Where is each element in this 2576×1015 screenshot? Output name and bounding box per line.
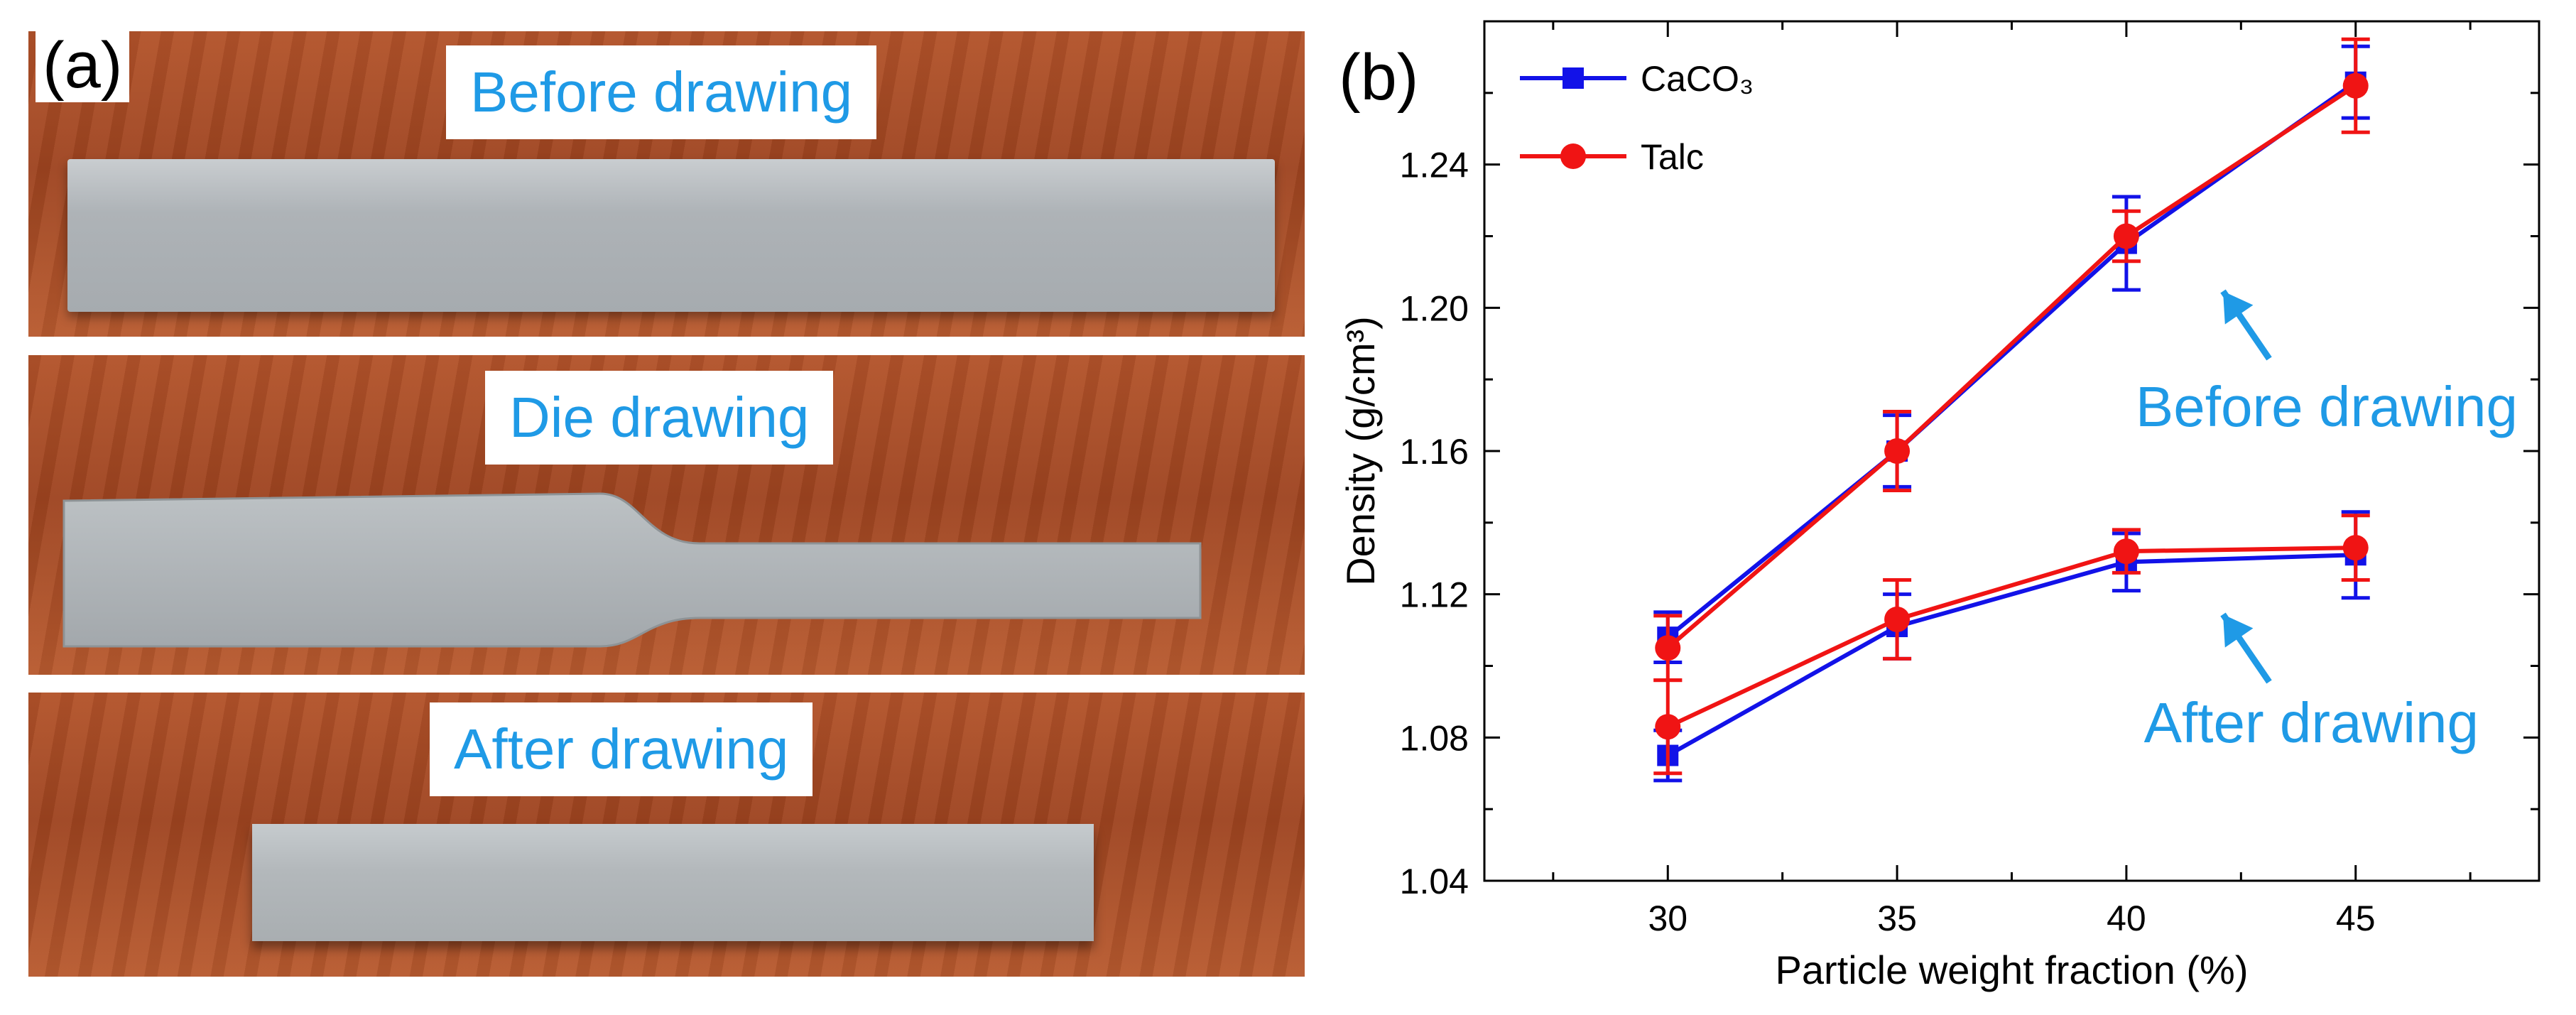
- annotation-before-drawing: Before drawing: [2136, 375, 2518, 438]
- data-point-circle: [2113, 223, 2139, 249]
- legend-marker-square: [1563, 67, 1584, 89]
- y-tick-label: 1.24: [1400, 146, 1469, 185]
- arrow-after-head: [2223, 614, 2254, 648]
- series-line: [1666, 553, 2356, 758]
- x-axis-label: Particle weight fraction (%): [1775, 948, 2248, 992]
- data-point-circle: [2342, 535, 2369, 561]
- specimen-bar-before: [67, 159, 1275, 312]
- x-tick-label: 40: [2107, 899, 2146, 938]
- photo-die-drawing: Die drawing: [28, 355, 1305, 675]
- y-tick-label: 1.08: [1400, 718, 1469, 758]
- y-tick-label: 1.04: [1400, 862, 1469, 901]
- y-tick-label: 1.12: [1400, 575, 1469, 615]
- label-after-drawing: After drawing: [430, 702, 813, 796]
- y-tick-label: 1.20: [1400, 288, 1469, 328]
- specimen-die-drawn: [63, 492, 1202, 648]
- legend-marker-circle: [1560, 143, 1586, 169]
- data-point-circle: [1884, 438, 1911, 464]
- data-point-circle: [1884, 606, 1911, 632]
- annotation-after-drawing: After drawing: [2144, 691, 2479, 754]
- label-die-drawing: Die drawing: [485, 371, 834, 465]
- y-axis-label: Density (g/cm³): [1338, 316, 1383, 586]
- x-tick-label: 45: [2336, 899, 2376, 938]
- panel-b-letter: (b): [1339, 41, 1418, 114]
- series-talc-1: [1653, 37, 2370, 683]
- panel-a-letter: (a): [36, 28, 130, 102]
- series-talc-3: [1653, 514, 2370, 776]
- data-point-circle: [2342, 72, 2369, 99]
- specimen-bar-after: [252, 824, 1094, 941]
- data-point-circle: [1655, 714, 1681, 740]
- photo-after-drawing: After drawing: [28, 693, 1305, 977]
- x-tick-label: 30: [1648, 899, 1688, 938]
- data-point-circle: [2113, 538, 2139, 565]
- series-line: [1666, 80, 2357, 639]
- x-tick-label: 35: [1877, 899, 1917, 938]
- label-before-drawing: Before drawing: [446, 45, 877, 139]
- series-line: [1666, 84, 2357, 650]
- photo-before-drawing: Before drawing: [28, 31, 1305, 337]
- legend-label: CaCO₃: [1641, 59, 1754, 99]
- arrow-before-head: [2223, 291, 2254, 325]
- legend-label: Talc: [1641, 137, 1704, 177]
- series-line: [1666, 546, 2356, 729]
- data-point-circle: [1655, 635, 1681, 661]
- y-tick-label: 1.16: [1400, 432, 1469, 472]
